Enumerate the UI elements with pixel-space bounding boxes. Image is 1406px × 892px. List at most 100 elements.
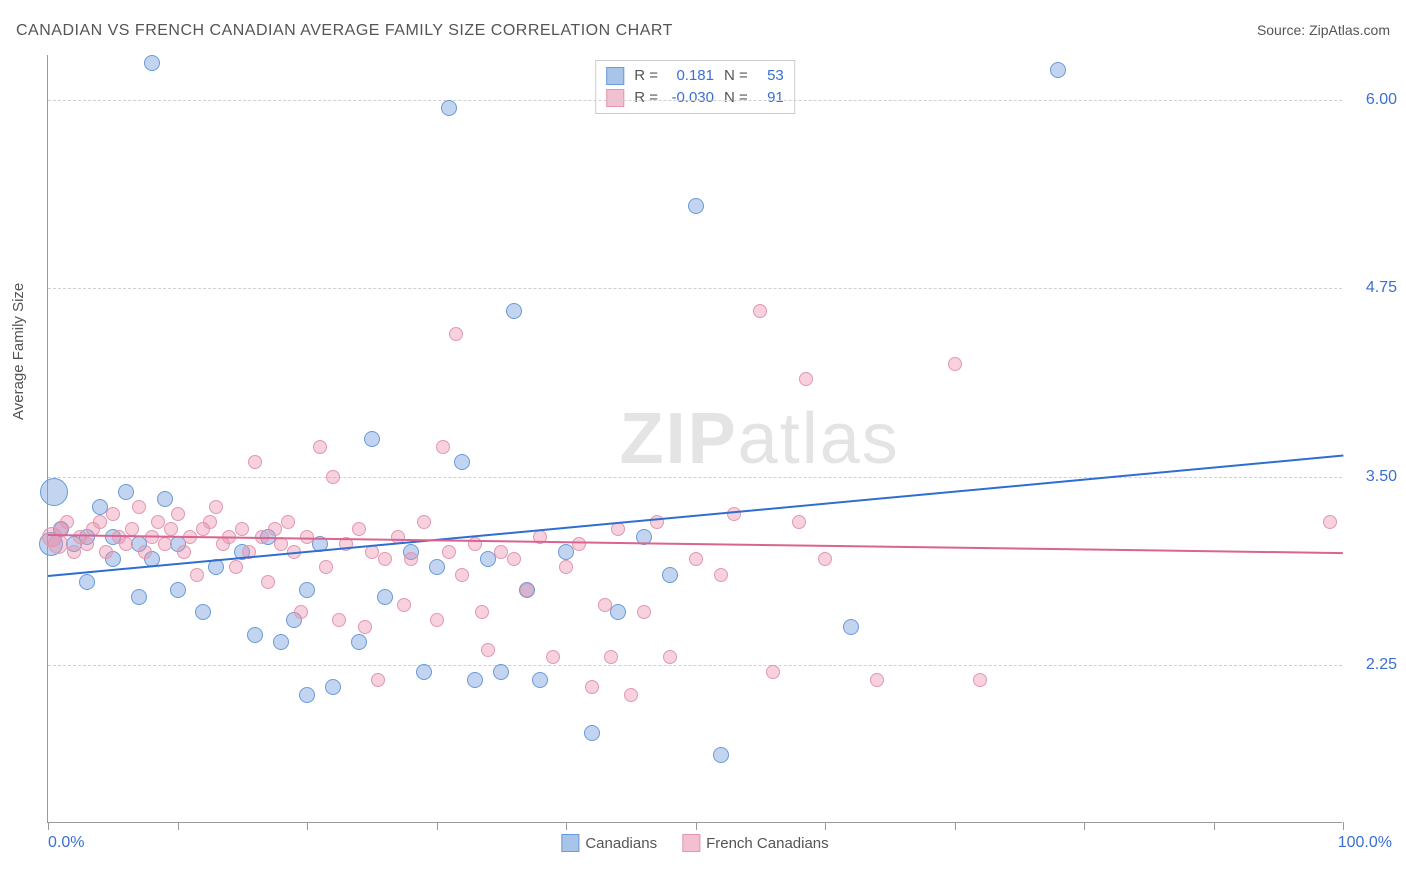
x-tick <box>437 822 438 830</box>
data-point <box>753 304 767 318</box>
r-value: 0.181 <box>664 65 714 87</box>
x-tick <box>1343 822 1344 830</box>
data-point <box>449 327 463 341</box>
data-point <box>326 470 340 484</box>
data-point <box>235 522 249 536</box>
data-point <box>475 605 489 619</box>
data-point <box>371 673 385 687</box>
data-point <box>229 560 243 574</box>
data-point <box>624 688 638 702</box>
data-point <box>93 515 107 529</box>
data-point <box>99 545 113 559</box>
grid-line <box>48 477 1342 478</box>
y-tick-label: 3.50 <box>1366 468 1397 486</box>
data-point <box>40 478 68 506</box>
legend-stats-box: R =0.181N =53R =-0.030N =91 <box>595 60 795 114</box>
data-point <box>467 672 483 688</box>
data-point <box>170 582 186 598</box>
data-point <box>171 507 185 521</box>
data-point <box>203 515 217 529</box>
data-point <box>273 634 289 650</box>
data-point <box>610 604 626 620</box>
data-point <box>455 568 469 582</box>
data-point <box>430 613 444 627</box>
data-point <box>80 537 94 551</box>
data-point <box>436 440 450 454</box>
data-point <box>119 537 133 551</box>
data-point <box>195 604 211 620</box>
data-point <box>358 620 372 634</box>
x-tick <box>178 822 179 830</box>
data-point <box>138 545 152 559</box>
data-point <box>481 643 495 657</box>
data-point <box>442 545 456 559</box>
y-tick-label: 4.75 <box>1366 279 1397 297</box>
x-tick <box>955 822 956 830</box>
data-point <box>268 522 282 536</box>
data-point <box>106 507 120 521</box>
data-point <box>79 574 95 590</box>
data-point <box>48 534 68 554</box>
n-label: N = <box>724 87 748 109</box>
legend-swatch <box>606 89 624 107</box>
data-point <box>319 560 333 574</box>
legend-stat-row: R =-0.030N =91 <box>606 87 784 109</box>
legend-swatch <box>606 67 624 85</box>
data-point <box>377 589 393 605</box>
data-point <box>157 491 173 507</box>
legend-bottom: Canadians French Canadians <box>561 834 828 852</box>
n-label: N = <box>724 65 748 87</box>
data-point <box>67 545 81 559</box>
data-point <box>177 545 191 559</box>
data-point <box>352 522 366 536</box>
data-point <box>364 431 380 447</box>
data-point <box>493 664 509 680</box>
data-point <box>973 673 987 687</box>
data-point <box>870 673 884 687</box>
data-point <box>598 598 612 612</box>
data-point <box>417 515 431 529</box>
data-point <box>332 613 346 627</box>
grid-line <box>48 665 1342 666</box>
data-point <box>584 725 600 741</box>
data-point <box>60 515 74 529</box>
legend-swatch <box>561 834 579 852</box>
data-point <box>792 515 806 529</box>
data-point <box>351 634 367 650</box>
data-point <box>299 687 315 703</box>
y-axis-label: Average Family Size <box>10 283 27 420</box>
data-point <box>190 568 204 582</box>
data-point <box>158 537 172 551</box>
data-point <box>843 619 859 635</box>
data-point <box>416 664 432 680</box>
data-point <box>397 598 411 612</box>
legend-stat-row: R =0.181N =53 <box>606 65 784 87</box>
data-point <box>713 747 729 763</box>
y-tick-label: 2.25 <box>1366 656 1397 674</box>
data-point <box>164 522 178 536</box>
data-point <box>404 552 418 566</box>
data-point <box>132 500 146 514</box>
data-point <box>261 575 275 589</box>
legend-label: French Canadians <box>706 835 829 852</box>
x-tick <box>48 822 49 830</box>
data-point <box>637 605 651 619</box>
grid-line <box>48 288 1342 289</box>
data-point <box>118 484 134 500</box>
legend-item: Canadians <box>561 834 657 852</box>
data-point <box>441 100 457 116</box>
x-axis-max-label: 100.0% <box>1338 834 1392 852</box>
data-point <box>766 665 780 679</box>
x-tick <box>696 822 697 830</box>
data-point <box>688 198 704 214</box>
data-point <box>546 650 560 664</box>
x-axis-min-label: 0.0% <box>48 834 84 852</box>
data-point <box>131 589 147 605</box>
data-point <box>507 552 521 566</box>
watermark: ZIPatlas <box>620 398 900 480</box>
data-point <box>299 582 315 598</box>
x-tick <box>307 822 308 830</box>
data-point <box>818 552 832 566</box>
data-point <box>378 552 392 566</box>
data-point <box>689 552 703 566</box>
